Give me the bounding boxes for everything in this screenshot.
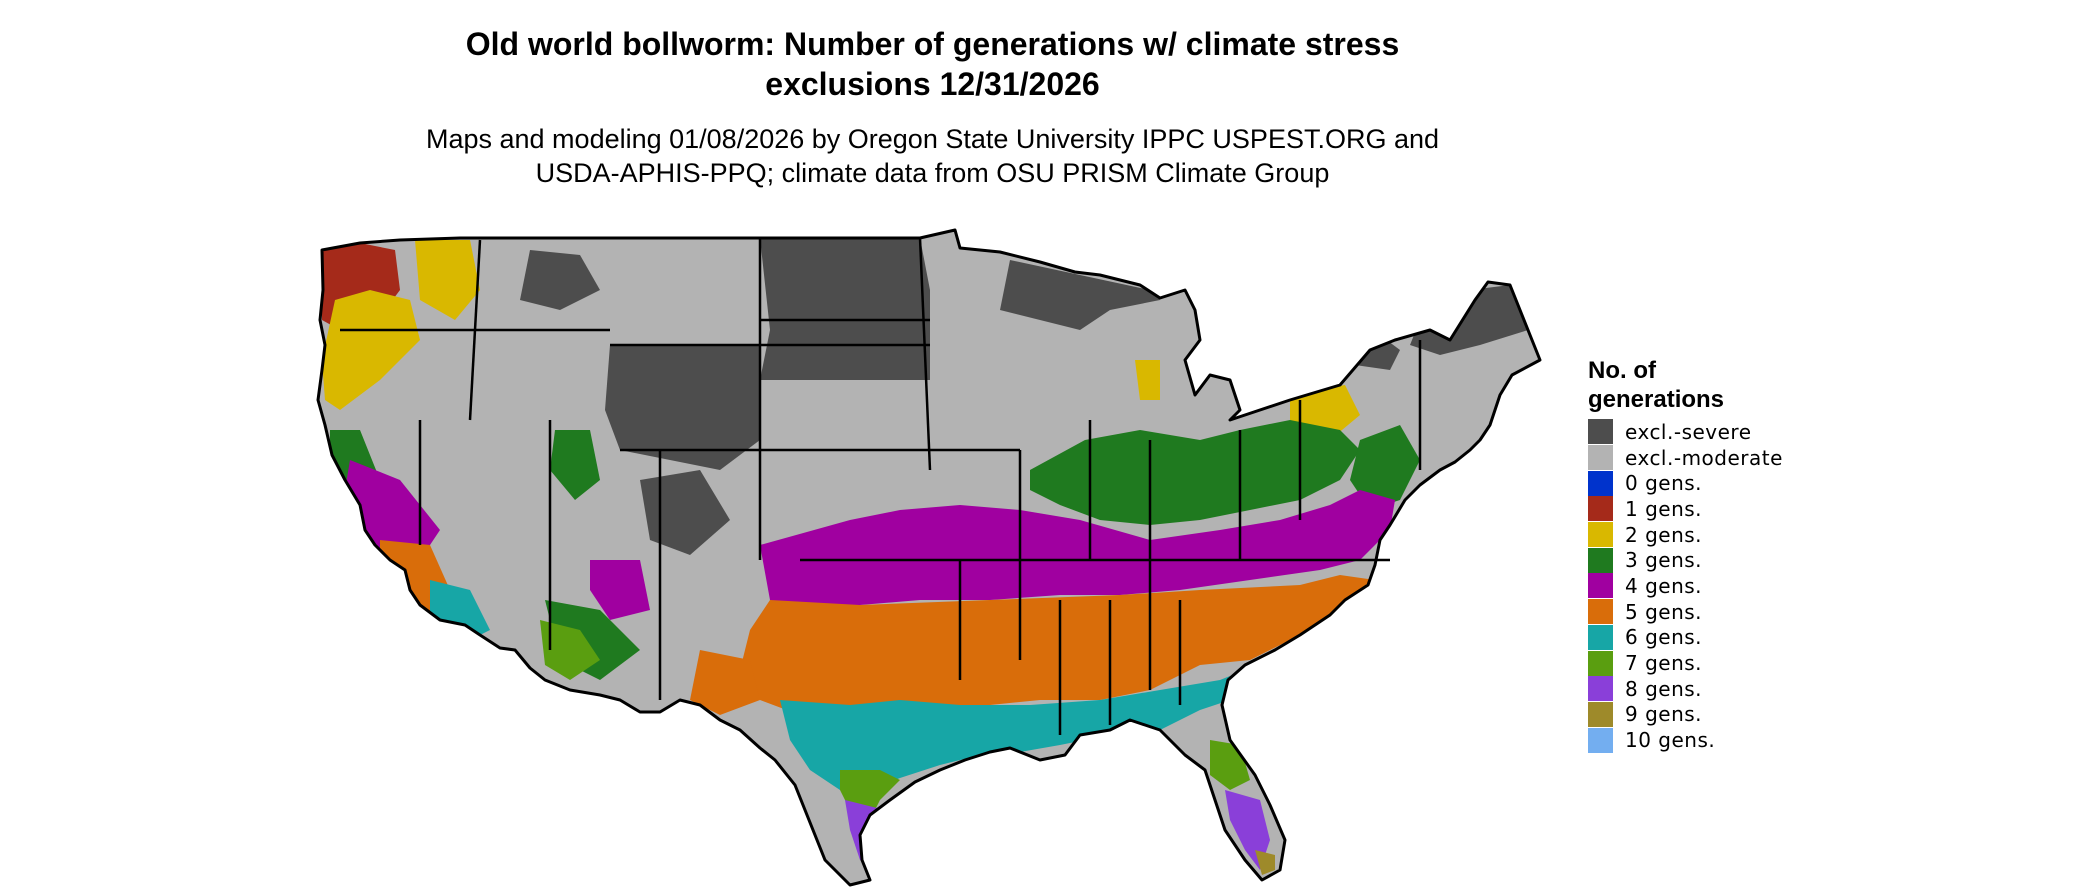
us-generations-map [316,228,1542,887]
legend-title: No. of generations [1588,356,1848,414]
legend-title-line-2: generations [1588,386,1725,413]
legend-label: 5 gens. [1625,599,1703,624]
map-legend: No. of generations excl.-severe excl.-mod… [1588,356,1848,753]
legend-item: 4 gens. [1588,573,1848,599]
map-subtitle-line-1: Maps and modeling 01/08/2026 by Oregon S… [425,124,1440,154]
map-subtitle-line-2: USDA-APHIS-PPQ; climate data from OSU PR… [535,158,1330,188]
map-title-line-1: Old world bollworm: Number of generation… [465,26,1400,62]
legend-swatch [1588,727,1613,753]
legend-label: 6 gens. [1625,625,1703,650]
legend-swatch [1588,496,1613,522]
legend-swatch [1588,470,1613,496]
legend-label: excl.-severe [1625,419,1752,444]
legend-swatch [1588,445,1613,471]
legend-label: 0 gens. [1625,471,1703,496]
legend-label: 7 gens. [1625,651,1703,676]
legend-item: 8 gens. [1588,676,1848,702]
legend-item: 0 gens. [1588,470,1848,496]
legend-label: 4 gens. [1625,573,1703,598]
legend-item: 6 gens. [1588,624,1848,651]
legend-label: 9 gens. [1625,702,1703,727]
legend-swatch [1588,624,1613,650]
legend-item: 5 gens. [1588,599,1848,625]
legend-swatch [1588,650,1613,676]
legend-label: 8 gens. [1625,676,1703,701]
legend-item: excl.-severe [1588,419,1848,445]
legend-label: 2 gens. [1625,522,1703,547]
legend-label: excl.-moderate [1625,445,1783,470]
legend-swatch [1588,676,1613,702]
legend-item: 2 gens. [1588,522,1848,548]
map-title-line-2: exclusions 12/31/2026 [765,66,1100,102]
legend-item: 9 gens. [1588,701,1848,728]
legend-label: 1 gens. [1625,496,1703,521]
legend-item: 3 gens. [1588,547,1848,573]
legend-swatch [1588,419,1613,445]
legend-label: 3 gens. [1625,548,1703,573]
legend-item: 10 gens. [1588,727,1848,753]
legend-swatch [1588,701,1613,727]
legend-item: 1 gens. [1588,496,1848,522]
legend-swatch [1588,522,1613,548]
legend-swatch [1588,573,1613,599]
legend-list: excl.-severe excl.-moderate 0 gens. 1 gens.… [1588,419,1848,753]
map-subtitle: Maps and modeling 01/08/2026 by Oregon S… [0,122,1865,190]
legend-swatch [1588,547,1613,573]
legend-label: 10 gens. [1625,728,1716,753]
legend-title-line-1: No. of [1588,357,1656,384]
legend-item: excl.-moderate [1588,445,1848,471]
legend-item: 7 gens. [1588,650,1848,676]
legend-swatch [1588,599,1613,625]
map-title: Old world bollworm: Number of generation… [0,24,1865,104]
